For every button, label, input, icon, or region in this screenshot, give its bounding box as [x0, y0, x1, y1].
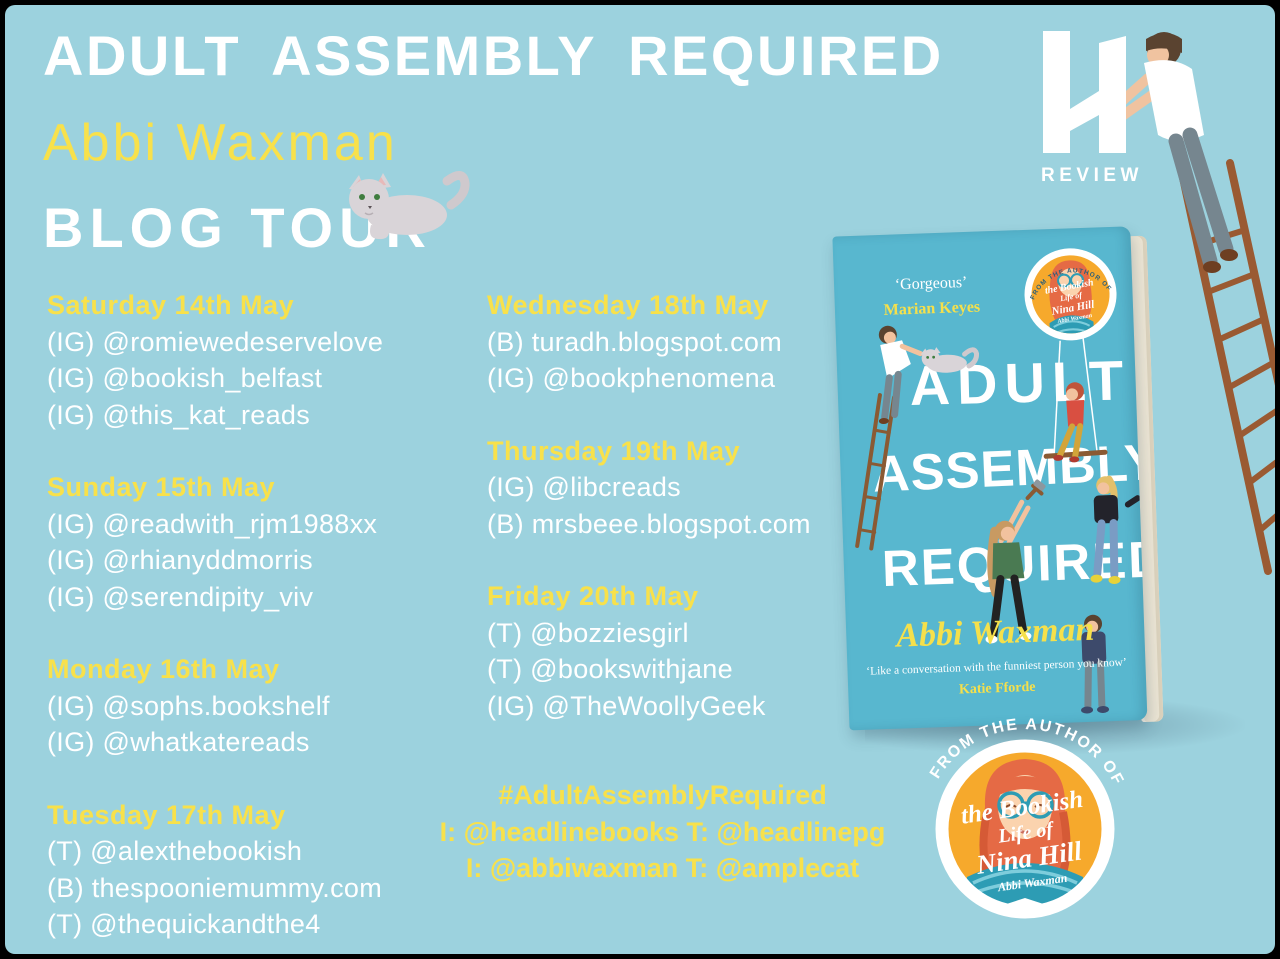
schedule-entry: (IG) @libcreads [487, 472, 681, 502]
schedule-entry: (IG) @whatkatereads [47, 727, 310, 757]
schedule-entry: (T) @bozziesgirl [487, 617, 689, 648]
cover-cat-figure [920, 347, 980, 373]
schedule-group: Saturday 14th May (IG) @romiewedeservelo… [47, 287, 482, 433]
schedule-date: Wednesday 18th May [487, 290, 769, 320]
schedule-date: Thursday 19th May [487, 435, 741, 466]
man-on-ladder-illustration [1113, 32, 1275, 575]
footer-social: #AdultAssemblyRequired I: @headlinebooks… [425, 777, 900, 887]
poster-canvas: ADULT ASSEMBLY REQUIRED Abbi Waxman BLOG… [5, 5, 1275, 954]
nina-hill-badge: FROM THE AUTHOR OF the Bookish Life of N… [903, 716, 1155, 954]
cover-badge-script2: Life of [1058, 290, 1084, 303]
cat-icon [349, 171, 470, 240]
cover-blonde-woman-figure [1090, 475, 1141, 584]
schedule-entry: (IG) @sophs.bookshelf [47, 690, 330, 721]
schedule-date: Sunday 15th May [47, 472, 276, 502]
schedule-entry: (B) mrsbeee.blogspot.com [487, 508, 811, 539]
publisher-logo: REVIEW [1041, 31, 1143, 187]
schedule-entry: (IG) @bookish_belfast [47, 363, 323, 393]
man-figure [1113, 32, 1238, 273]
schedule-column-left: Saturday 14th May (IG) @romiewedeservelo… [47, 287, 482, 954]
schedule-entry: (T) @alexthebookish [47, 836, 303, 866]
headline-h-icon [1043, 31, 1126, 153]
schedule-group: Thursday 19th May (IG) @libcreads (B) mr… [487, 433, 922, 543]
schedule-entry: (B) turadh.blogspot.com [487, 326, 783, 357]
book-cover-3d: ‘Gorgeous’ Marian Keyes [832, 226, 1164, 737]
schedule-date: Friday 20th May [487, 581, 699, 611]
cover-nina-hill-badge: FROM THE AUTHOR OF the Bookish Life of N… [1019, 243, 1122, 346]
publisher-logo-label: REVIEW [1041, 165, 1143, 186]
schedule-entry: (IG) @rhianyddmorris [47, 545, 313, 575]
schedule-date: Saturday 14th May [47, 290, 295, 320]
badge-woman-illustration [967, 759, 1083, 906]
schedule-entry: (IG) @bookphenomena [487, 363, 776, 393]
schedule-date: Tuesday 17th May [47, 799, 286, 830]
schedule-group: Sunday 15th May (IG) @readwith_rjm1988xx… [47, 469, 482, 615]
schedule-date: Monday 16th May [47, 654, 280, 684]
footer-hashtag: #AdultAssemblyRequired [498, 780, 827, 810]
schedule-group: Tuesday 17th May (T) @alexthebookish (B)… [47, 797, 482, 943]
schedule-entry: (IG) @TheWoollyGeek [487, 690, 766, 721]
schedule-group: Friday 20th May (T) @bozziesgirl (T) @bo… [487, 578, 922, 724]
schedule-entry: (B) thespooniemummy.com [47, 872, 382, 903]
schedule-group: Wednesday 18th May (B) turadh.blogspot.c… [487, 287, 922, 397]
footer-social-line: I: @abbiwaxman T: @amplecat [465, 853, 860, 883]
poster-title: ADULT ASSEMBLY REQUIRED [43, 24, 944, 87]
schedule-group: Monday 16th May (IG) @sophs.bookshelf (I… [47, 651, 482, 761]
book-front-cover: ‘Gorgeous’ Marian Keyes [832, 226, 1148, 731]
cover-swing-woman-figure [1043, 337, 1108, 463]
schedule-entry: (IG) @romiewedeservelove [47, 326, 384, 357]
schedule-entry: (T) @bookswithjane [487, 654, 733, 684]
footer-social-line: I: @headlinebooks T: @headlinepg [439, 816, 886, 847]
schedule-entry: (IG) @readwith_rjm1988xx [47, 508, 378, 539]
cover-people-illustration [855, 325, 1141, 714]
cover-man-figure [878, 325, 924, 424]
schedule-entry: (IG) @this_kat_reads [47, 399, 311, 430]
schedule-entry: (IG) @serendipity_viv [47, 581, 314, 612]
poster-author: Abbi Waxman [43, 114, 398, 172]
schedule-column-middle: Wednesday 18th May (B) turadh.blogspot.c… [487, 287, 922, 760]
cover-letter-man-figure [1081, 614, 1110, 714]
cover-hammer-woman-figure [985, 479, 1046, 644]
schedule-entry: (T) @thequickandthe4 [47, 909, 321, 939]
